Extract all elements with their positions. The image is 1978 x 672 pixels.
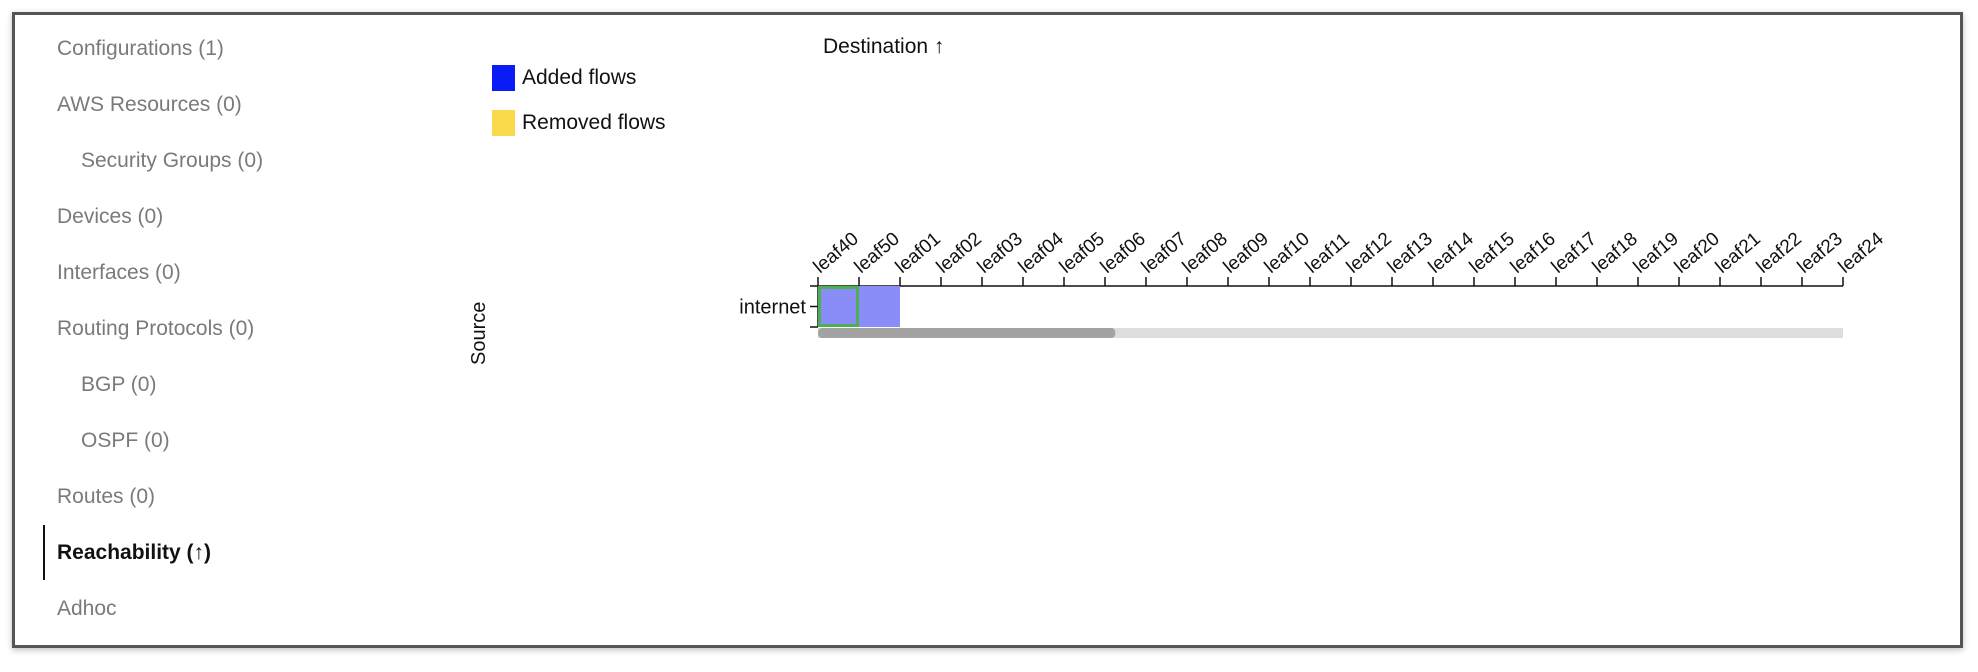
sidebar-item[interactable]: Interfaces (0) — [57, 261, 181, 284]
x-tick-label: leaf14 — [1425, 228, 1478, 278]
x-tick-label: leaf05 — [1056, 228, 1109, 277]
x-tick-label: leaf19 — [1630, 228, 1683, 277]
removed-flows-swatch — [492, 110, 515, 136]
x-tick-label: leaf23 — [1794, 228, 1847, 277]
x-tick-label: leaf10 — [1261, 228, 1314, 277]
sidebar-item[interactable]: Adhoc — [57, 597, 117, 620]
x-tick-label: leaf18 — [1589, 228, 1642, 277]
legend-removed-label: Removed flows — [522, 111, 666, 134]
x-tick-label: leaf13 — [1384, 228, 1437, 277]
y-tick-label: internet — [739, 297, 806, 319]
sidebar-item[interactable]: Routes (0) — [57, 485, 156, 508]
sidebar-item[interactable]: Security Groups (0) — [81, 149, 264, 172]
x-tick-label: leaf12 — [1343, 228, 1396, 277]
sidebar-item[interactable]: Reachability (↑) — [57, 541, 212, 564]
x-tick-label: leaf02 — [933, 228, 986, 277]
destination-axis-label[interactable]: Destination ↑ — [823, 35, 945, 58]
sidebar: Configurations (1) AWS Resources (0) Secur… — [15, 15, 435, 645]
app-frame: Configurations (1) AWS Resources (0) Secur… — [12, 12, 1963, 648]
x-tick-label: leaf01 — [892, 228, 945, 277]
x-tick-label: leaf24 — [1835, 228, 1888, 278]
x-tick-label: leaf15 — [1466, 228, 1519, 277]
x-tick-label: leaf40 — [810, 228, 863, 277]
x-tick-label: leaf22 — [1753, 228, 1806, 277]
x-tick-label: leaf11 — [1302, 229, 1354, 277]
x-tick-label: leaf03 — [974, 228, 1027, 277]
legend-added: Added flows — [492, 65, 636, 91]
scrollbar-thumb[interactable] — [818, 328, 1116, 338]
x-tick-label: leaf21 — [1712, 228, 1765, 277]
selected-cell-outline — [818, 286, 859, 327]
active-indicator — [43, 525, 45, 580]
sidebar-item[interactable]: Devices (0) — [57, 205, 164, 228]
added-flows-swatch — [492, 65, 515, 91]
heatmap-cell[interactable] — [859, 286, 900, 327]
sidebar-item[interactable]: Routing Protocols (0) — [57, 317, 255, 340]
sidebar-item[interactable]: AWS Resources (0) — [57, 93, 242, 116]
heatmap-cell[interactable] — [818, 286, 859, 327]
x-tick-label: leaf16 — [1507, 228, 1560, 277]
x-tick-label: leaf07 — [1138, 228, 1191, 277]
sidebar-item[interactable]: Configurations (1) — [57, 37, 224, 60]
x-tick-label: leaf09 — [1220, 228, 1273, 277]
sidebar-item[interactable]: BGP (0) — [81, 373, 157, 396]
x-tick-label: leaf50 — [851, 228, 904, 277]
x-tick-label: leaf04 — [1015, 228, 1068, 278]
legend-added-label: Added flows — [522, 66, 637, 89]
horizontal-scrollbar[interactable] — [818, 328, 1843, 338]
legend-removed: Removed flows — [492, 110, 666, 136]
x-tick-label: leaf08 — [1179, 228, 1232, 277]
x-tick-label: leaf20 — [1671, 228, 1724, 277]
x-tick-label: leaf17 — [1548, 228, 1601, 277]
x-tick-label: leaf06 — [1097, 228, 1150, 277]
sidebar-item[interactable]: OSPF (0) — [81, 429, 170, 452]
reachability-heatmap: leaf40leaf50leaf01leaf02leaf03leaf04leaf… — [739, 228, 1888, 338]
